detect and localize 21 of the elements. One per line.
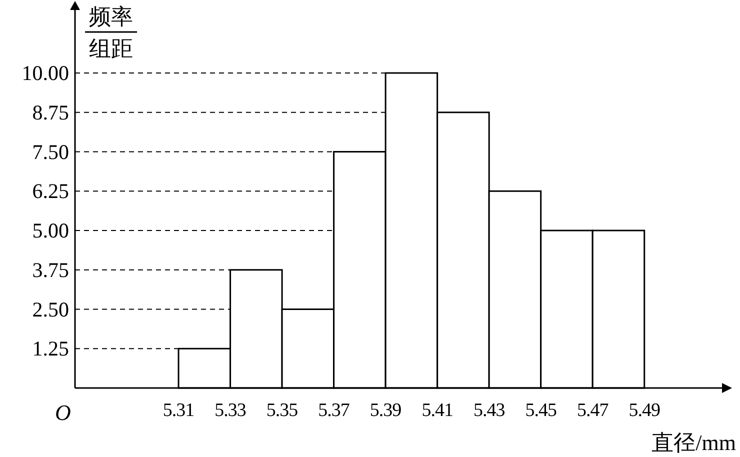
x-tick-label: 5.41 xyxy=(422,400,453,421)
x-tick-label: 5.31 xyxy=(162,400,194,421)
text: O xyxy=(55,400,72,425)
x-tick-label: 5.35 xyxy=(266,400,298,421)
x-tick-label: 5.49 xyxy=(628,400,660,421)
x-tick-label: 5.47 xyxy=(576,400,608,421)
x-tick-label: 5.37 xyxy=(318,400,350,421)
y-tick-label: 10.00 xyxy=(22,61,69,85)
x-tick-label: 5.39 xyxy=(370,400,402,421)
x-tick-label: 5.33 xyxy=(214,400,246,421)
x-tick-label: 5.43 xyxy=(473,400,505,421)
y-axis-title: 频率组距 xyxy=(89,4,133,61)
x-axis-title: 直径/mm xyxy=(652,430,736,455)
y-tick-label: 5.00 xyxy=(32,218,69,242)
x-tick-label: 5.45 xyxy=(525,400,556,421)
y-tick-label: 3.75 xyxy=(32,258,69,282)
y-tick-label: 1.25 xyxy=(32,336,69,361)
y-tick-label: 2.50 xyxy=(32,297,69,322)
y-tick-label: 8.75 xyxy=(32,100,69,124)
y-tick-label: 7.50 xyxy=(32,140,69,164)
y-tick-label: 6.25 xyxy=(32,179,69,204)
